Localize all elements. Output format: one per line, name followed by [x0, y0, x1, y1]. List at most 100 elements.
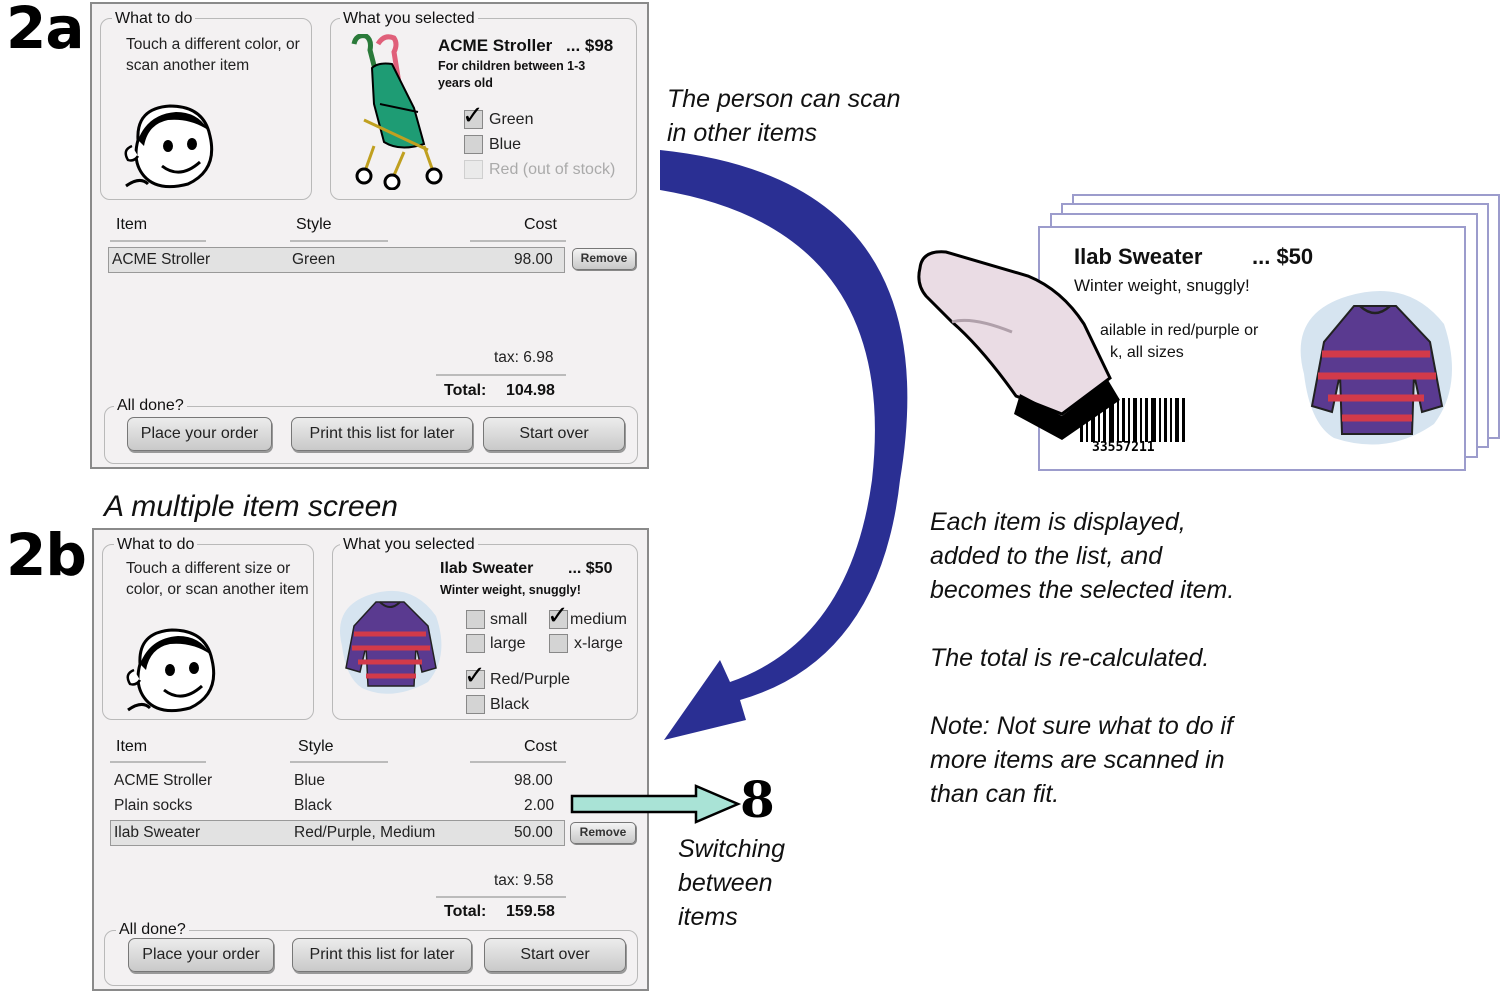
tag-name: Ilab Sweater [1074, 244, 1203, 269]
stroller-image [351, 34, 443, 190]
product-name: ACME Stroller [438, 36, 553, 55]
option-green-label: Green [489, 111, 534, 128]
option-red-checkbox [464, 160, 483, 179]
option-red-label: Red (out of stock) [489, 161, 616, 178]
print-list-button[interactable]: Print this list for later [291, 417, 473, 451]
fit-note-2: more items are scanned in [930, 746, 1225, 774]
sweater-image [1300, 290, 1452, 445]
row-item: Ilab Sweater [114, 824, 201, 841]
checkmark-icon: ✓ [464, 661, 486, 691]
row-cost: 98.00 [514, 772, 553, 789]
option-green-checkbox[interactable] [464, 110, 483, 129]
helper-face-icon [126, 628, 216, 713]
what-to-do-title: What to do [112, 10, 196, 28]
fit-note-1: Note: Not sure what to do if [930, 712, 1233, 740]
instruction-text: Touch a different color, or scan another… [126, 36, 300, 74]
option-blue-checkbox[interactable] [464, 135, 483, 154]
column-header-item: Item [116, 216, 148, 233]
row-item[interactable]: Plain socks [114, 797, 193, 814]
total-value: 159.58 [506, 903, 555, 920]
tag-description: Winter weight, snuggly! [1074, 276, 1250, 295]
barcode-scanner-icon: 33557211 [917, 250, 1200, 455]
row-style: Blue [294, 772, 326, 789]
product-description: For children between 1-3 years old [438, 59, 586, 90]
size-small-checkbox[interactable] [466, 610, 485, 629]
row-cost: 2.00 [524, 797, 555, 814]
display-note-1: Each item is displayed, [930, 508, 1186, 536]
tag-availability-1: ailable in red/purple or [1100, 322, 1259, 339]
row-item[interactable]: ACME Stroller [114, 772, 213, 789]
selected-title: What you selected [340, 10, 478, 28]
column-header-style: Style [296, 216, 332, 233]
scan-flow-arrow [660, 150, 908, 740]
selected-title: What you selected [340, 536, 478, 554]
total-label: Total: [444, 903, 487, 920]
place-order-button[interactable]: Place your order [127, 417, 272, 451]
total-value: 104.98 [506, 382, 555, 399]
tax-amount: tax: 9.58 [494, 872, 554, 889]
remove-button[interactable]: Remove [570, 822, 636, 844]
jump-number: 8 [740, 770, 775, 829]
screen-2a: What to do Touch a different color, or s… [90, 2, 649, 469]
jump-label-1: Switching [678, 835, 785, 863]
start-over-button[interactable]: Start over [483, 417, 625, 451]
barcode-number: 33557211 [1092, 440, 1155, 455]
jump-label-2: between [678, 869, 773, 897]
checkmark-icon: ✓ [462, 101, 484, 131]
tag-availability-2: k, all sizes [1110, 344, 1184, 361]
color-redpurple-label: Red/Purple [490, 671, 571, 688]
size-medium-label: medium [570, 611, 627, 628]
column-header-item: Item [116, 738, 148, 755]
row-style: Green [292, 251, 336, 268]
size-medium-checkbox[interactable] [549, 610, 568, 629]
jump-arrow [570, 784, 742, 824]
fit-note-3: than can fit. [930, 780, 1060, 808]
multiple-item-heading: A multiple item screen [104, 490, 398, 523]
size-xlarge-checkbox[interactable] [549, 634, 568, 653]
start-over-button[interactable]: Start over [484, 938, 626, 972]
size-large-label: large [490, 635, 526, 652]
option-blue-label: Blue [489, 136, 522, 153]
color-redpurple-checkbox[interactable] [466, 670, 485, 689]
display-note-2: added to the list, and [930, 542, 1163, 570]
total-note: The total is re-calculated. [930, 644, 1210, 672]
row-cost: 50.00 [514, 824, 553, 841]
jump-label-3: items [678, 903, 738, 931]
display-note-3: becomes the selected item. [930, 576, 1235, 604]
what-to-do-title: What to do [114, 536, 198, 554]
size-large-checkbox[interactable] [466, 634, 485, 653]
size-small-label: small [490, 611, 528, 628]
print-list-button[interactable]: Print this list for later [292, 938, 472, 972]
product-tag-card: Ilab Sweater ... $50 Winter weight, snug… [1038, 226, 1466, 471]
column-header-cost: Cost [524, 216, 557, 233]
table-row[interactable]: Ilab Sweater Red/Purple, Medium 50.00 [110, 820, 565, 846]
all-done-title: All done? [116, 921, 189, 939]
row-style: Red/Purple, Medium [294, 824, 436, 841]
product-price: ... $50 [568, 560, 613, 577]
column-header-cost: Cost [524, 738, 557, 755]
label-2b: 2b [6, 521, 87, 589]
row-cost: 98.00 [514, 251, 553, 268]
table-row[interactable]: ACME Stroller Green 98.00 [108, 247, 565, 273]
color-black-label: Black [490, 696, 530, 713]
remove-button[interactable]: Remove [572, 248, 636, 270]
size-xlarge-label: x-large [574, 635, 623, 652]
row-style: Black [294, 797, 332, 814]
screen-2b: What to do Touch a different size or col… [92, 528, 649, 991]
product-price: ... $98 [566, 36, 614, 55]
color-black-checkbox[interactable] [466, 695, 485, 714]
scan-note-1: The person can scan [667, 85, 901, 113]
instruction-text: Touch a different size or color, or scan… [126, 560, 309, 598]
place-order-button[interactable]: Place your order [128, 938, 274, 972]
tag-price: ... $50 [1252, 244, 1314, 269]
total-label: Total: [444, 382, 487, 399]
all-done-title: All done? [114, 397, 187, 415]
label-2a: 2a [6, 0, 84, 62]
product-name: Ilab Sweater [440, 560, 534, 577]
checkmark-icon: ✓ [547, 601, 569, 631]
sweater-image [340, 590, 442, 694]
helper-face-icon [124, 104, 214, 189]
row-item: ACME Stroller [112, 251, 211, 268]
tax-amount: tax: 6.98 [494, 349, 554, 366]
scan-note-2: in other items [667, 119, 818, 147]
